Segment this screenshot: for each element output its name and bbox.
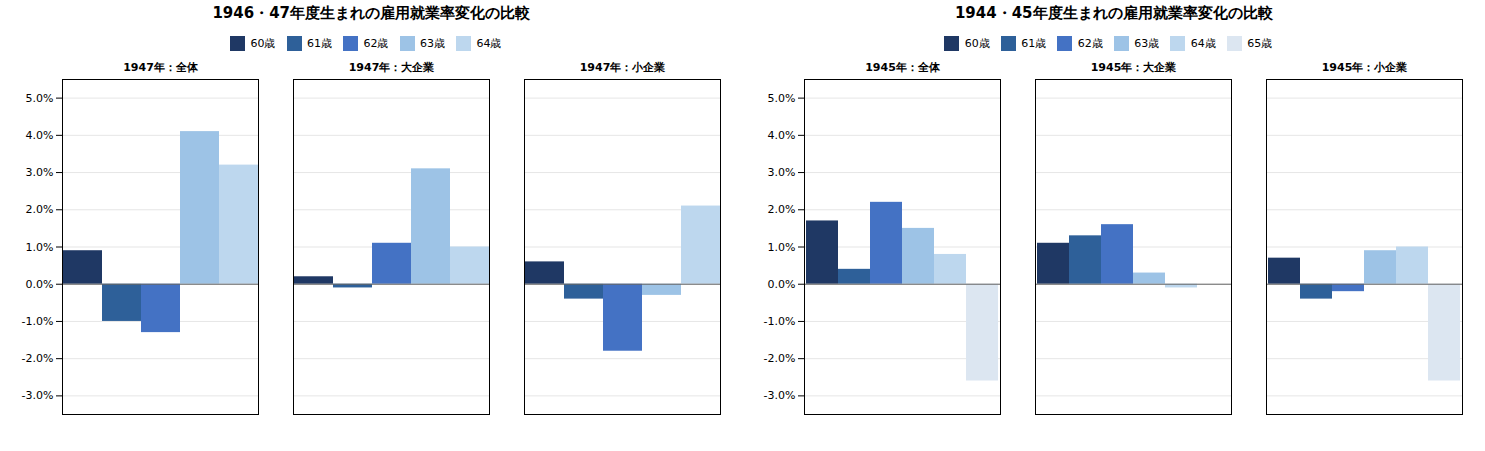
svg-text:1947年：大企業: 1947年：大企業 [348,61,434,74]
svg-text:1947年：全体: 1947年：全体 [123,61,199,74]
html-text:61歳: 61歳 [307,37,332,50]
html-text:63歳: 63歳 [1134,37,1160,50]
svg-text:4.0%: 4.0% [25,129,53,142]
html-text:1946・47年度生まれの雇用就業率変化の比較: 1946・47年度生まれの雇用就業率変化の比較 [212,4,531,22]
svg-text:1.0%: 1.0% [25,241,53,254]
svg-text:-3.0%: -3.0% [764,389,796,402]
html-text:60歳: 60歳 [964,37,990,50]
svg-text:3.0%: 3.0% [768,166,796,179]
svg-text:5.0%: 5.0% [768,92,796,105]
svg-text:1945年：大企業: 1945年：大企業 [1091,61,1177,74]
svg-text:3.0%: 3.0% [25,166,53,179]
svg-text:-3.0%: -3.0% [21,389,53,402]
html-text:64歳: 64歳 [1190,37,1216,50]
svg-text:1945年：小企業: 1945年：小企業 [1322,61,1408,74]
html-text:62歳: 62歳 [1077,37,1103,50]
svg-text:-2.0%: -2.0% [764,352,796,365]
svg-text:1945年：全体: 1945年：全体 [865,61,941,74]
svg-text:2.0%: 2.0% [25,203,53,216]
svg-text:1947年：小企業: 1947年：小企業 [579,61,665,74]
svg-text:-1.0%: -1.0% [21,315,53,328]
svg-text:5.0%: 5.0% [25,92,53,105]
html-text:65歳: 65歳 [1247,37,1273,50]
html-text:62歳: 62歳 [363,37,389,50]
html-text:63歳: 63歳 [420,37,445,50]
svg-text:0.0%: 0.0% [25,278,53,291]
html-text:61歳: 61歳 [1021,37,1047,50]
svg-text:-1.0%: -1.0% [764,315,796,328]
svg-text:2.0%: 2.0% [768,203,796,216]
html-text:60歳: 60歳 [250,37,276,50]
svg-text:-2.0%: -2.0% [21,352,53,365]
html-text:64歳: 64歳 [476,37,502,50]
html-text:1944・45年度生まれの雇用就業率変化の比較: 1944・45年度生まれの雇用就業率変化の比較 [954,4,1273,22]
svg-text:1.0%: 1.0% [768,241,796,254]
svg-text:0.0%: 0.0% [768,278,796,291]
svg-text:4.0%: 4.0% [768,129,796,142]
